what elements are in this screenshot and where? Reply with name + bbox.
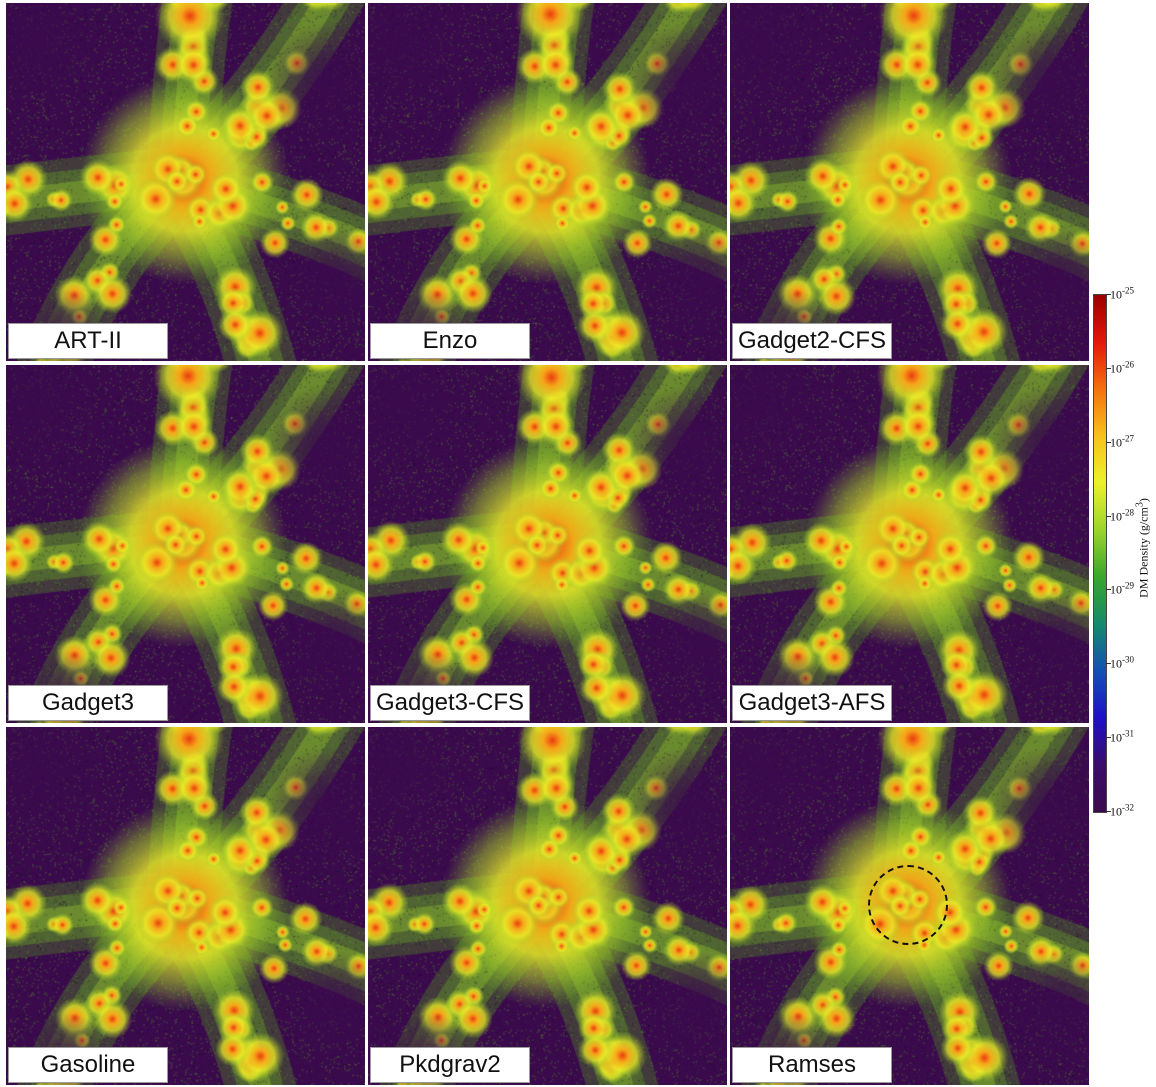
panel-label-ramses: Ramses bbox=[732, 1047, 892, 1083]
colorbar-tick-mark bbox=[1106, 589, 1111, 591]
virial-radius-circle bbox=[868, 865, 948, 945]
density-map-image bbox=[6, 365, 365, 723]
colorbar-tick-mark bbox=[1106, 515, 1111, 517]
colorbar-tick-label: 10-27 bbox=[1110, 433, 1134, 450]
panel-label-art-ii: ART-II bbox=[8, 323, 168, 359]
colorbar-tick-mark bbox=[1106, 294, 1111, 295]
colorbar-tick-label: 10-29 bbox=[1110, 580, 1134, 597]
colorbar-tick-label: 10-32 bbox=[1110, 802, 1134, 819]
density-panel-ramses: Ramses bbox=[730, 727, 1089, 1085]
colorbar-gradient bbox=[1093, 294, 1107, 813]
density-map-image bbox=[368, 365, 727, 723]
simulation-panels-grid: ART-II Enzo Gadget2-CFS Gadget3 Gadget3-… bbox=[6, 3, 1090, 1085]
colorbar-tick-mark bbox=[1106, 737, 1111, 739]
colorbar-tick-mark bbox=[1106, 811, 1111, 812]
density-panel-art-ii: ART-II bbox=[6, 3, 365, 361]
colorbar-tick-label: 10-26 bbox=[1110, 359, 1134, 376]
density-map-image bbox=[730, 365, 1089, 723]
panel-label-enzo: Enzo bbox=[370, 323, 530, 359]
density-panel-gadget3-cfs: Gadget3-CFS bbox=[368, 365, 727, 723]
colorbar-tick-label: 10-28 bbox=[1110, 507, 1134, 524]
density-colorbar: 10-25 10-26 10-27 10-28 10-29 10-30 10-31 10-32… bbox=[1091, 286, 1156, 820]
colorbar-tick-mark bbox=[1106, 367, 1111, 369]
colorbar-tick-mark bbox=[1106, 663, 1111, 665]
density-map-image bbox=[730, 3, 1089, 361]
colorbar-tick-label: 10-31 bbox=[1110, 728, 1134, 745]
density-panel-pkdgrav2: Pkdgrav2 bbox=[368, 727, 727, 1085]
density-panel-gasoline: Gasoline bbox=[6, 727, 365, 1085]
density-panel-gadget2-cfs: Gadget2-CFS bbox=[730, 3, 1089, 361]
panel-label-gadget3: Gadget3 bbox=[8, 685, 168, 721]
density-panel-enzo: Enzo bbox=[368, 3, 727, 361]
density-map-image bbox=[6, 727, 365, 1085]
panel-label-pkdgrav2: Pkdgrav2 bbox=[370, 1047, 530, 1083]
panel-label-gadget3-afs: Gadget3-AFS bbox=[732, 685, 892, 721]
colorbar-tick-label: 10-25 bbox=[1110, 285, 1134, 302]
density-panel-gadget3-afs: Gadget3-AFS bbox=[730, 365, 1089, 723]
panel-label-gasoline: Gasoline bbox=[8, 1047, 168, 1083]
panel-label-gadget3-cfs: Gadget3-CFS bbox=[370, 685, 530, 721]
density-map-image bbox=[6, 3, 365, 361]
density-map-image bbox=[368, 727, 727, 1085]
colorbar-tick-label: 10-30 bbox=[1110, 654, 1134, 671]
density-panel-gadget3: Gadget3 bbox=[6, 365, 365, 723]
panel-label-gadget2-cfs: Gadget2-CFS bbox=[732, 323, 892, 359]
density-map-image bbox=[368, 3, 727, 361]
colorbar-title: DM Density (g/cm3) bbox=[1134, 498, 1151, 598]
colorbar-tick-mark bbox=[1106, 441, 1111, 443]
